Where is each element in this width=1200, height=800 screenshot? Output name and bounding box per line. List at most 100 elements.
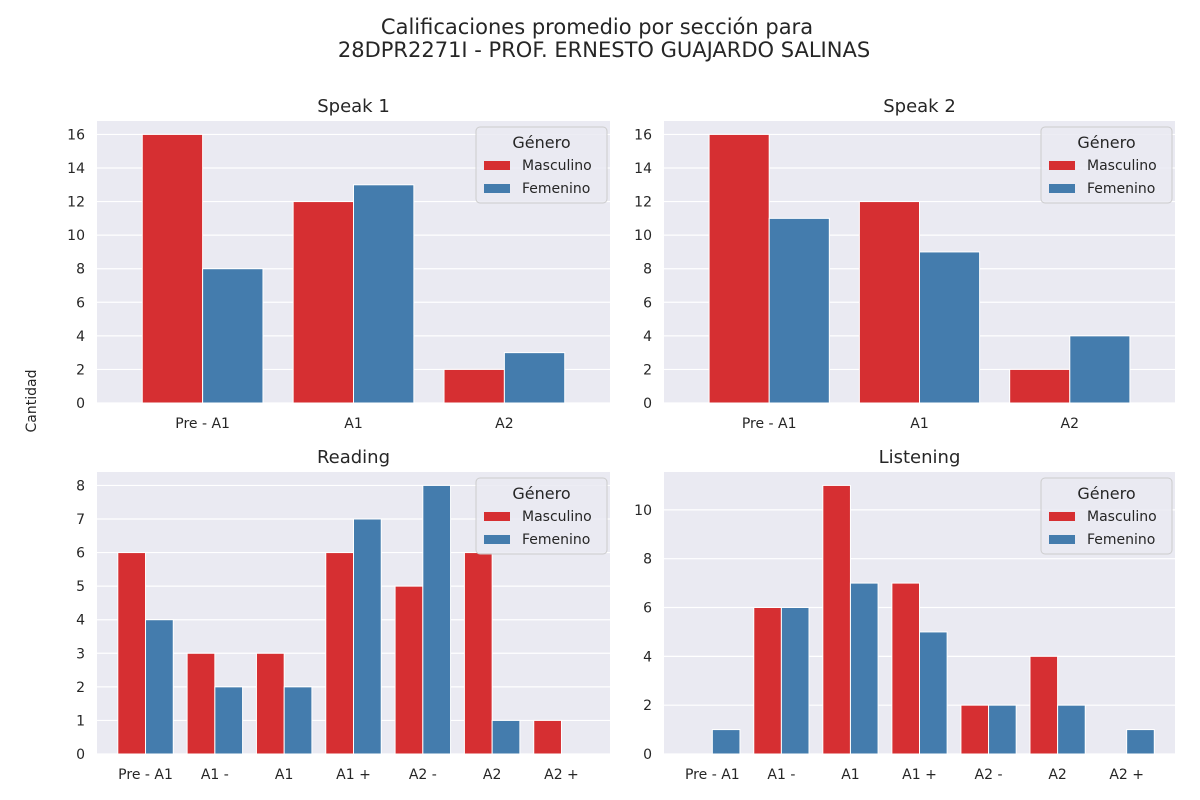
x-tick-label: A1 — [910, 416, 928, 432]
subplot-speak-2: 0 2 4 6 8 10 12 14 16 Pre - A1 A1 A2 Speak 2 Género Ma… — [634, 96, 1175, 432]
bar-femenino-pre-a1 — [768, 217, 830, 404]
bar-masculino-a1 — [891, 582, 920, 755]
x-tick-label: A1 - — [201, 767, 229, 783]
bar-masculino-a1 — [325, 552, 354, 755]
figure-title-line2: 28DPR2271I - PROF. ERNESTO GUAJARDO SALI… — [338, 38, 870, 62]
y-tick-label: 2 — [76, 362, 85, 378]
y-tick-label: 8 — [76, 478, 85, 494]
bar-femenino-a1 — [919, 631, 948, 755]
legend-swatch-femenino — [1049, 184, 1075, 193]
x-tick-label: A1 - — [767, 767, 795, 783]
bar-femenino-a1 — [353, 518, 382, 755]
legend-swatch-femenino — [484, 184, 510, 193]
bar-masculino-pre-a1 — [141, 133, 204, 404]
x-tick-label: A1 + — [902, 767, 937, 783]
x-tick-label: Pre - A1 — [118, 767, 173, 783]
bar-masculino-a1 — [255, 652, 285, 755]
x-tick-label: A1 + — [336, 767, 371, 783]
bar-masculino-a2 — [1029, 655, 1059, 755]
subplot-reading: 0 1 2 3 4 5 6 7 8 Pre - A1 A1 - A1 A1 + A2 - A2 A2 + Rea… — [76, 447, 610, 783]
legend-entry-femenino: Femenino — [522, 532, 590, 548]
bar-femenino-a2 — [491, 719, 521, 755]
legend-swatch-masculino — [1049, 512, 1075, 521]
bar-femenino-a2 — [422, 484, 452, 755]
bar-femenino-pre-a1 — [711, 729, 741, 755]
y-tick-label: 1 — [76, 713, 85, 729]
bar-masculino-a2 — [394, 585, 424, 755]
bar-masculino-a1 — [858, 201, 920, 404]
subplot-title: Listening — [879, 447, 961, 468]
x-tick-label: Pre - A1 — [685, 767, 740, 783]
legend: Género Masculino Femenino — [1040, 477, 1173, 555]
y-tick-label: 14 — [634, 161, 652, 177]
bar-masculino-a2 — [960, 704, 990, 755]
legend: Género Masculino Femenino — [475, 477, 608, 555]
legend-entry-masculino: Masculino — [522, 509, 592, 525]
bar-masculino-a2 — [533, 719, 562, 755]
bar-femenino-a1 — [780, 607, 810, 755]
legend-title: Género — [512, 133, 570, 152]
y-tick-label: 3 — [76, 646, 85, 662]
x-tick-label: A2 — [495, 416, 513, 432]
bar-femenino-a1 — [283, 686, 313, 755]
y-tick-label: 4 — [643, 329, 652, 345]
y-tick-label: 12 — [634, 195, 652, 211]
legend-entry-femenino: Femenino — [1087, 181, 1155, 197]
legend-swatch-masculino — [484, 161, 510, 170]
bar-masculino-a1 — [822, 484, 851, 755]
y-tick-label: 6 — [643, 601, 652, 617]
y-tick-label: 16 — [634, 127, 652, 143]
legend-title: Género — [1077, 484, 1135, 503]
legend-entry-femenino: Femenino — [1087, 532, 1155, 548]
bar-femenino-a2 — [1057, 704, 1086, 755]
y-tick-label: 8 — [643, 552, 652, 568]
y-axis-label: Cantidad — [24, 370, 40, 433]
bar-femenino-pre-a1 — [145, 619, 174, 755]
subplot-speak-1: 0 2 4 6 8 10 12 14 16 Pre - A1 A1 A2 Speak 1 Género Ma… — [67, 96, 610, 432]
y-tick-label: 0 — [643, 396, 652, 412]
bar-masculino-a2 — [443, 368, 505, 404]
y-tick-label: 10 — [67, 228, 85, 244]
bar-masculino-a1 — [753, 607, 782, 755]
bar-masculino-a2 — [1009, 368, 1071, 404]
x-tick-label: Pre - A1 — [742, 416, 797, 432]
legend-entry-masculino: Masculino — [1087, 158, 1157, 174]
bar-masculino-pre-a1 — [708, 133, 770, 404]
legend: Género Masculino Femenino — [475, 126, 608, 204]
bar-femenino-a2 — [988, 704, 1017, 755]
x-tick-label: A2 — [1061, 416, 1079, 432]
x-tick-label: A2 - — [975, 767, 1003, 783]
bar-femenino-a1 — [849, 582, 879, 755]
bar-femenino-a2 — [1126, 729, 1155, 755]
y-tick-label: 0 — [76, 747, 85, 763]
x-tick-label: A2 — [483, 767, 501, 783]
figure-title: Calificaciones promedio por sección para — [381, 15, 813, 39]
legend-entry-femenino: Femenino — [522, 181, 590, 197]
bar-masculino-pre-a1 — [117, 552, 147, 755]
y-tick-label: 10 — [634, 228, 652, 244]
y-tick-label: 6 — [76, 546, 85, 562]
y-tick-label: 4 — [76, 613, 85, 629]
legend-title: Género — [512, 484, 570, 503]
y-tick-label: 4 — [76, 329, 85, 345]
y-tick-label: 12 — [67, 195, 85, 211]
x-tick-label: A2 + — [544, 767, 579, 783]
subplot-title: Reading — [317, 447, 390, 468]
bar-femenino-pre-a1 — [202, 268, 264, 404]
y-tick-label: 6 — [76, 295, 85, 311]
x-tick-label: A2 — [1048, 767, 1066, 783]
bar-femenino-a1 — [919, 251, 981, 404]
x-tick-label: Pre - A1 — [175, 416, 230, 432]
x-tick-label: A2 + — [1109, 767, 1144, 783]
y-tick-label: 0 — [643, 747, 652, 763]
y-tick-label: 14 — [67, 161, 85, 177]
subplot-title: Speak 1 — [317, 96, 390, 117]
x-tick-label: A1 — [344, 416, 362, 432]
y-tick-label: 6 — [643, 295, 652, 311]
x-tick-label: A1 — [275, 767, 293, 783]
bar-femenino-a1 — [214, 686, 244, 755]
bar-masculino-a2 — [463, 552, 493, 755]
y-tick-label: 7 — [76, 512, 85, 528]
